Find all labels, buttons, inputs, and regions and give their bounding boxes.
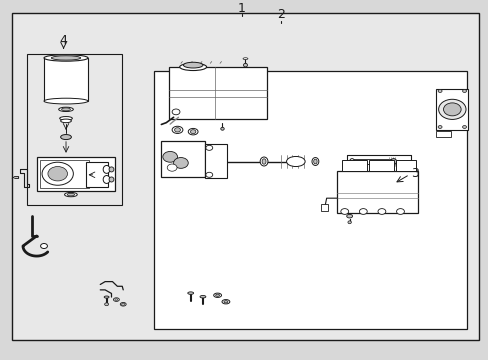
Ellipse shape <box>61 135 71 140</box>
Ellipse shape <box>347 221 350 224</box>
Ellipse shape <box>109 177 114 182</box>
Ellipse shape <box>109 167 114 172</box>
Circle shape <box>172 109 180 115</box>
Ellipse shape <box>44 98 88 104</box>
Circle shape <box>462 90 466 93</box>
Ellipse shape <box>174 128 180 132</box>
Circle shape <box>173 158 188 168</box>
Bar <box>85 162 107 188</box>
Ellipse shape <box>349 159 354 165</box>
Ellipse shape <box>215 294 219 296</box>
Bar <box>337 171 417 212</box>
Bar <box>40 160 89 188</box>
Ellipse shape <box>67 193 74 196</box>
Bar <box>368 161 393 171</box>
Ellipse shape <box>311 158 318 166</box>
Ellipse shape <box>61 108 70 111</box>
Ellipse shape <box>346 214 352 218</box>
Ellipse shape <box>103 166 110 174</box>
Circle shape <box>205 172 212 177</box>
Bar <box>435 89 467 130</box>
Bar <box>44 58 88 101</box>
Ellipse shape <box>172 126 183 134</box>
Ellipse shape <box>213 293 221 297</box>
Ellipse shape <box>64 193 77 197</box>
Ellipse shape <box>104 303 108 306</box>
Ellipse shape <box>200 296 205 298</box>
Bar <box>161 141 205 177</box>
Ellipse shape <box>104 296 109 298</box>
Ellipse shape <box>187 292 193 294</box>
Bar <box>37 157 115 191</box>
Ellipse shape <box>260 157 267 166</box>
Text: 2: 2 <box>277 8 285 21</box>
Ellipse shape <box>262 159 265 164</box>
Bar <box>395 161 415 171</box>
Circle shape <box>205 145 212 150</box>
Ellipse shape <box>113 298 119 301</box>
Ellipse shape <box>286 157 305 167</box>
Ellipse shape <box>103 176 110 184</box>
Circle shape <box>48 167 67 181</box>
Bar <box>435 131 450 137</box>
Circle shape <box>359 208 366 214</box>
Ellipse shape <box>243 63 247 67</box>
Ellipse shape <box>221 127 224 130</box>
Ellipse shape <box>59 107 73 112</box>
Ellipse shape <box>121 303 125 305</box>
Ellipse shape <box>61 119 71 123</box>
Circle shape <box>438 99 465 120</box>
Circle shape <box>340 208 348 214</box>
Ellipse shape <box>115 299 118 301</box>
Ellipse shape <box>51 56 81 60</box>
Ellipse shape <box>313 159 316 164</box>
Ellipse shape <box>188 129 198 135</box>
Ellipse shape <box>243 58 247 59</box>
Circle shape <box>443 103 460 116</box>
Circle shape <box>377 208 385 214</box>
Ellipse shape <box>224 301 227 303</box>
Bar <box>27 54 122 205</box>
Ellipse shape <box>60 117 72 120</box>
Bar <box>342 161 366 171</box>
Text: 3: 3 <box>410 167 418 180</box>
Circle shape <box>167 164 177 171</box>
Circle shape <box>42 162 73 185</box>
Bar <box>320 203 327 211</box>
Circle shape <box>396 208 404 214</box>
Circle shape <box>41 243 47 248</box>
Text: 1: 1 <box>238 2 245 15</box>
Ellipse shape <box>222 300 229 304</box>
Bar <box>154 71 466 329</box>
Ellipse shape <box>180 63 206 71</box>
Circle shape <box>163 152 177 162</box>
Bar <box>351 159 393 164</box>
Circle shape <box>437 126 441 129</box>
Ellipse shape <box>390 159 396 165</box>
Circle shape <box>462 126 466 129</box>
Bar <box>168 67 266 119</box>
Ellipse shape <box>120 302 126 306</box>
Circle shape <box>437 90 441 93</box>
Text: 4: 4 <box>60 34 67 47</box>
Bar <box>205 144 227 179</box>
Ellipse shape <box>190 130 195 134</box>
Ellipse shape <box>44 55 88 61</box>
Ellipse shape <box>183 62 203 68</box>
